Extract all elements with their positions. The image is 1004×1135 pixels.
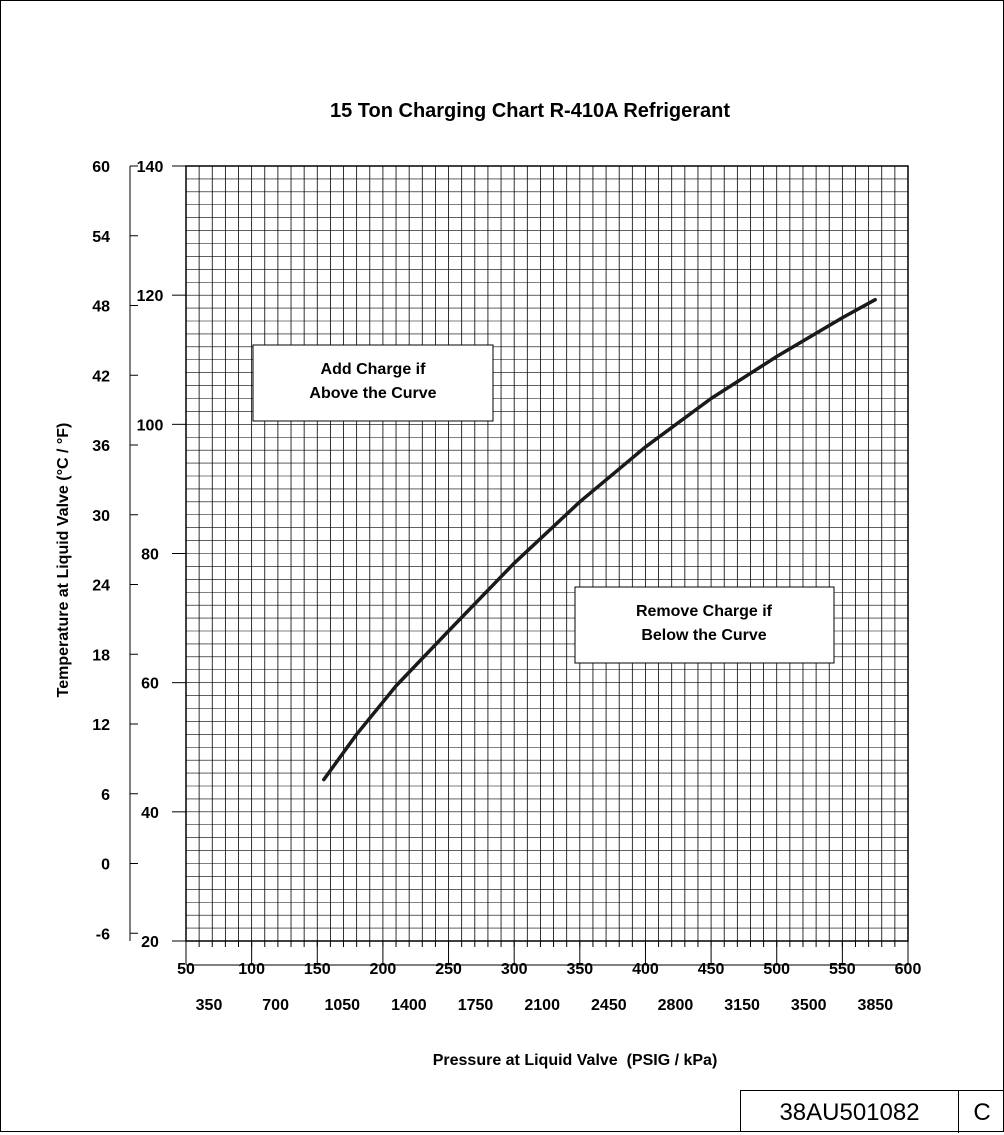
add-charge-line2: Above the Curve [309,385,436,402]
x-tick-label-psig: 500 [763,961,790,978]
x-tick-label-psig: 250 [435,961,462,978]
y-tick-label-fahrenheit: 100 [137,417,164,434]
y-tick-label-fahrenheit: 40 [141,805,159,822]
chart-grid [186,166,908,941]
x-axis-title: Pressure at Liquid Valve (PSIG / kPa) [433,1052,718,1069]
x-tick-label-kpa: 700 [262,997,289,1014]
y-tick-label-fahrenheit: 80 [141,547,159,564]
y-tick-label-celsius: 48 [92,299,110,316]
x-tick-label-psig: 600 [895,961,922,978]
x-tick-label-kpa: 2100 [524,997,560,1014]
y-axis-title: Temperature at Liquid Valve (°C / °F) [55,423,72,698]
y-tick-label-celsius: 24 [92,578,110,595]
y-tick-label-celsius: 30 [92,508,110,525]
x-tick-label-psig: 200 [370,961,397,978]
x-tick-label-kpa: 2450 [591,997,627,1014]
y-tick-label-celsius: 0 [101,857,110,874]
remove-charge-line2: Below the Curve [641,627,766,644]
y-tick-label-celsius: 6 [101,787,110,804]
add-charge-note: Add Charge if Above the Curve [252,344,494,422]
chart-title: 15 Ton Charging Chart R-410A Refrigerant [330,100,730,122]
y-tick-label-fahrenheit: 120 [137,288,164,305]
x-tick-label-kpa: 3500 [791,997,827,1014]
remove-charge-line1: Remove Charge if [636,603,773,620]
x-tick-label-kpa: 3150 [724,997,760,1014]
x-tick-label-kpa: 3850 [858,997,894,1014]
x-tick-label-psig: 50 [177,961,195,978]
x-tick-label-psig: 150 [304,961,331,978]
x-tick-label-psig: 400 [632,961,659,978]
x-tick-label-psig: 450 [698,961,725,978]
y-tick-label-celsius: 60 [92,159,110,176]
x-tick-label-psig: 350 [566,961,593,978]
x-tick-label-kpa: 350 [196,997,223,1014]
document-number: 38AU501082 [741,1091,959,1133]
y-tick-label-celsius: 18 [92,647,110,664]
remove-charge-note: Remove Charge if Below the Curve [574,586,835,664]
y-tick-label-celsius: 12 [92,717,110,734]
x-tick-label-psig: 300 [501,961,528,978]
y-tick-label-celsius: 42 [92,368,110,385]
x-tick-label-kpa: 1750 [458,997,494,1014]
chart-axes [129,165,909,966]
y-tick-label-fahrenheit: 20 [141,934,159,951]
add-charge-line1: Add Charge if [321,361,427,378]
x-tick-label-kpa: 2800 [658,997,694,1014]
charging-curve [322,297,877,782]
document-revision: C [973,1099,991,1126]
x-tick-label-psig: 550 [829,961,856,978]
charging-curve-layer [322,297,877,782]
x-tick-label-psig: 100 [238,961,265,978]
x-tick-label-kpa: 1050 [324,997,360,1014]
y-tick-label-celsius: 54 [92,229,110,246]
y-tick-label-fahrenheit: 60 [141,676,159,693]
document-id-box: 38AU501082 C [740,1090,1004,1133]
y-tick-label-fahrenheit: 140 [137,159,164,176]
y-tick-label-celsius: -6 [96,926,110,943]
x-tick-label-kpa: 1400 [391,997,427,1014]
y-tick-label-celsius: 36 [92,438,110,455]
